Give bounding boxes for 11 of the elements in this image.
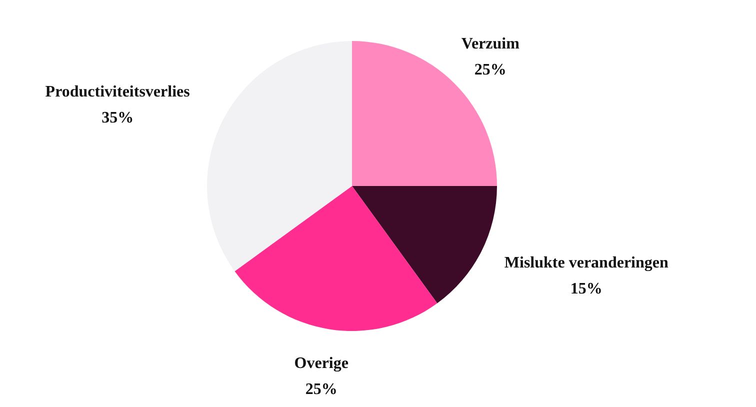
pie-slice — [352, 186, 497, 304]
pie-slice — [207, 41, 352, 272]
slice-label: Mislukte veranderingen — [504, 254, 669, 272]
slice-label: Overige — [294, 355, 348, 372]
data-label: 15% — [570, 280, 602, 298]
data-label: 25% — [474, 62, 506, 79]
slice-label: Productiviteitsverlies — [45, 83, 190, 100]
data-label: 25% — [305, 381, 338, 398]
pie-slice — [234, 186, 438, 331]
slice-label: Verzuim — [461, 36, 520, 53]
data-label: 35% — [102, 109, 134, 126]
